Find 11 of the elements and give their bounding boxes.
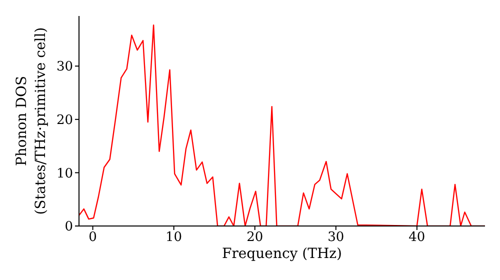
x-tick-label: 20 [246, 230, 264, 246]
x-tick-label: 40 [408, 230, 426, 246]
y-axis-title: Phonon DOS (States/THz·primitive cell) [14, 27, 49, 215]
y-tick-label: 0 [64, 220, 73, 235]
x-tick-label: 10 [166, 230, 182, 246]
x-axis-title: Frequency (THz) [220, 246, 344, 262]
y-tick-label: 30 [56, 60, 73, 75]
y-tick-label: 10 [56, 166, 73, 182]
x-tick-label: 0 [88, 230, 97, 246]
y-tick-label: 20 [56, 113, 73, 128]
x-tick-label: 30 [328, 230, 344, 246]
